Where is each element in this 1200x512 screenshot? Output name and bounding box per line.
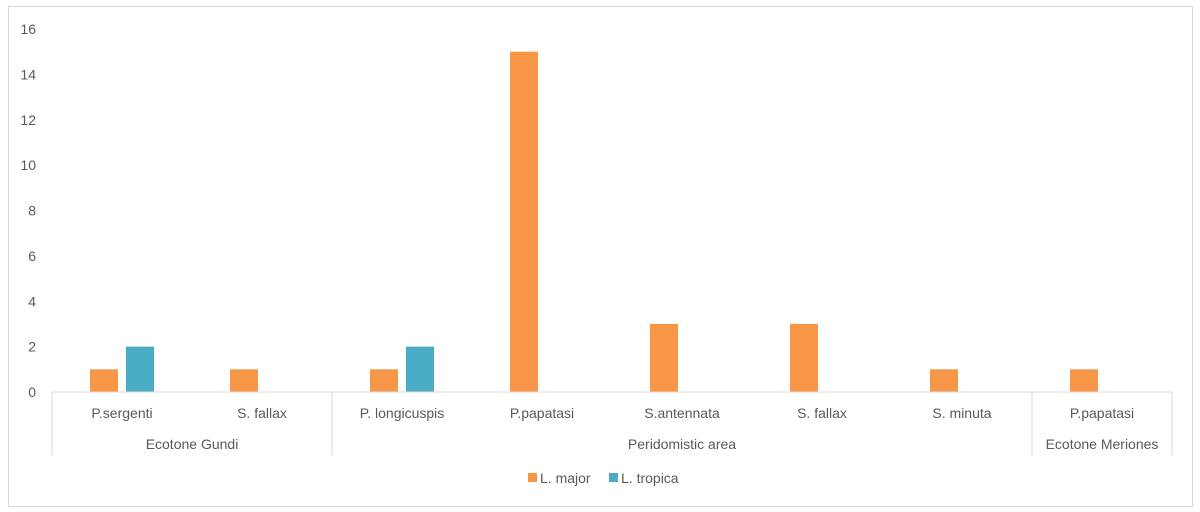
category-label: S. fallax (237, 405, 287, 421)
bar-l-major-3[interactable] (510, 51, 538, 392)
chart-frame (8, 6, 1193, 507)
bar-l-major-2[interactable] (370, 369, 398, 392)
y-tick-label: 12 (20, 112, 36, 128)
bar-l-major-4[interactable] (650, 323, 678, 392)
category-label: P.papatasi (1070, 405, 1134, 421)
bar-l-major-0[interactable] (90, 369, 118, 392)
y-tick-label: 0 (28, 384, 36, 400)
bar-l-major-6[interactable] (930, 369, 958, 392)
y-tick-label: 10 (20, 157, 36, 173)
y-tick-label: 8 (28, 203, 36, 219)
group-label: Peridomistic area (628, 436, 736, 452)
y-tick-label: 16 (20, 21, 36, 37)
bar-l-major-1[interactable] (230, 369, 258, 392)
category-label: S. fallax (797, 405, 847, 421)
category-label: P. longicuspis (360, 405, 445, 421)
y-tick-label: 2 (28, 339, 36, 355)
y-tick-label: 4 (28, 293, 36, 309)
legend-label: L. major (540, 470, 591, 486)
bar-l-tropica-2[interactable] (406, 346, 434, 392)
category-label: P.sergenti (91, 405, 152, 421)
legend-swatch (528, 473, 537, 482)
y-tick-label: 14 (20, 66, 36, 82)
group-label: Ecotone Meriones (1046, 436, 1159, 452)
category-label: P.papatasi (510, 405, 574, 421)
legend-label: L. tropica (621, 470, 679, 486)
group-label: Ecotone Gundi (146, 436, 239, 452)
category-label: S. minuta (932, 405, 991, 421)
legend-swatch (609, 473, 618, 482)
y-tick-label: 6 (28, 248, 36, 264)
bar-l-major-5[interactable] (790, 323, 818, 392)
bar-l-tropica-0[interactable] (126, 346, 154, 392)
bar-l-major-7[interactable] (1070, 369, 1098, 392)
category-label: S.antennata (644, 405, 720, 421)
